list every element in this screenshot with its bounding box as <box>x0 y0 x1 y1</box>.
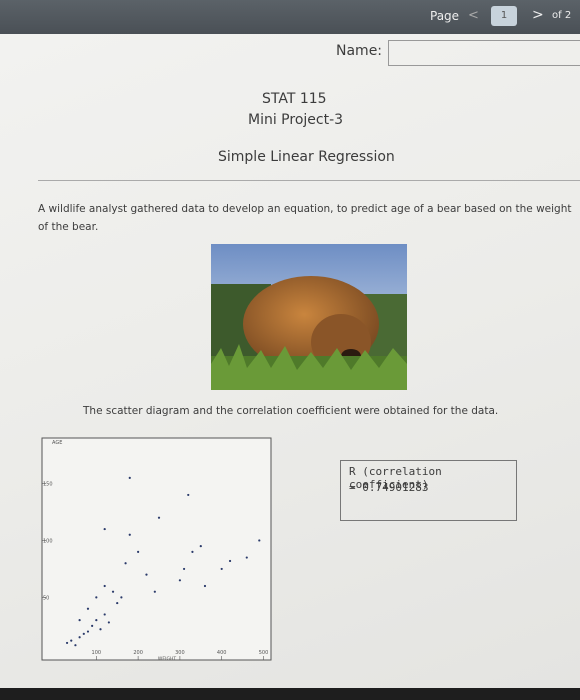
topic: Simple Linear Regression <box>218 149 395 165</box>
caption: The scatter diagram and the correlation … <box>83 405 499 417</box>
page-label: Page <box>430 9 460 23</box>
point <box>128 533 131 536</box>
point <box>187 493 190 497</box>
point <box>107 621 110 624</box>
point <box>111 590 115 593</box>
point <box>65 641 69 645</box>
point <box>191 550 194 553</box>
y-tick-label: 100 <box>43 538 53 544</box>
viewer-toolbar: Page < 1 > of 2 <box>0 0 580 34</box>
point <box>116 601 119 605</box>
point <box>78 619 81 622</box>
page-number[interactable]: 1 <box>491 6 517 26</box>
point <box>178 579 182 582</box>
name-label: Name: <box>336 43 383 59</box>
point <box>145 573 148 576</box>
point <box>203 584 207 588</box>
y-tick-label: 50 <box>43 595 49 601</box>
point <box>82 632 85 635</box>
point <box>95 619 98 622</box>
intro: A wildlife analyst gathered data to deve… <box>38 203 572 233</box>
bottom-bar <box>0 688 580 700</box>
point <box>120 596 123 599</box>
point <box>86 607 90 610</box>
x-axis-label: WEIGHT <box>158 656 176 662</box>
x-tick-label: 300 <box>175 650 185 656</box>
bear-photo <box>211 244 407 390</box>
y-tick-label: 150 <box>43 482 53 488</box>
point <box>86 630 90 633</box>
course: STAT 115 <box>262 91 327 107</box>
point <box>258 539 261 542</box>
correlation-label: R (correlation coefficient) <box>349 465 442 491</box>
divider <box>38 180 580 181</box>
project: Mini Project-3 <box>248 112 344 128</box>
point <box>74 644 77 647</box>
prev-page[interactable]: < <box>468 8 479 23</box>
x-tick-label: 200 <box>133 650 143 656</box>
point <box>103 613 106 616</box>
x-tick-label: 500 <box>259 650 269 656</box>
point <box>228 559 232 563</box>
next-page[interactable]: > <box>532 7 544 23</box>
point <box>91 624 94 627</box>
name-field[interactable] <box>388 40 580 66</box>
point <box>245 556 248 559</box>
point <box>137 550 140 553</box>
x-tick-label: 100 <box>92 650 102 656</box>
point <box>182 567 186 571</box>
x-tick-label: 400 <box>217 650 227 656</box>
point <box>153 590 156 593</box>
scatter-chart: AGE WEIGHT 50 100 150 100 200 300 400 500 <box>41 437 272 662</box>
point <box>220 567 223 571</box>
point <box>70 639 73 642</box>
point <box>128 476 131 479</box>
point <box>103 584 106 588</box>
point <box>157 516 161 519</box>
point <box>95 596 98 599</box>
y-axis-label: AGE <box>52 440 62 446</box>
plot-frame <box>41 437 272 661</box>
correlation-box: R (correlation coefficient) = 0.74901283 <box>340 460 517 521</box>
point <box>99 628 102 631</box>
point <box>124 562 127 565</box>
page-total: of 2 <box>552 10 572 21</box>
point <box>103 527 106 531</box>
point <box>199 545 202 548</box>
point <box>78 636 81 639</box>
correlation-value: = 0.74901283 <box>349 481 429 494</box>
